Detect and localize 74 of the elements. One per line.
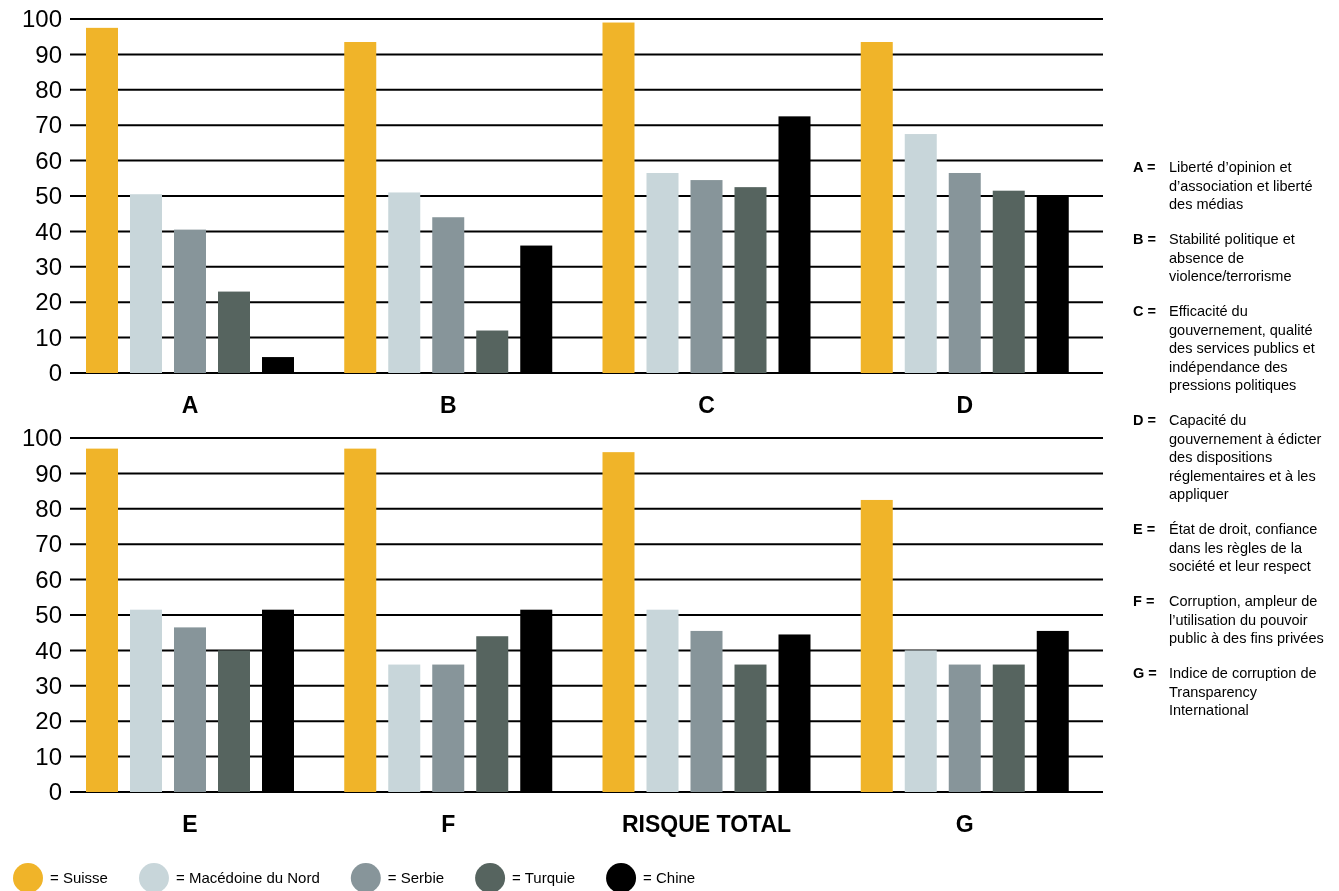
- legend-label: = Serbie: [387, 869, 445, 886]
- bar: [690, 180, 723, 373]
- x-tick-label: B: [439, 392, 457, 418]
- y-tick-label: 30: [35, 252, 62, 280]
- y-tick-label: 30: [35, 671, 62, 699]
- y-tick-label: 60: [35, 565, 62, 593]
- bar: [174, 627, 206, 792]
- bar: [130, 609, 162, 792]
- y-tick-label: 100: [21, 424, 62, 452]
- y-tick-label: 20: [35, 707, 62, 735]
- x-tick-label: G: [955, 811, 974, 837]
- bar: [734, 187, 767, 373]
- bar: [218, 291, 250, 373]
- y-tick-label: 80: [35, 75, 62, 103]
- y-tick-label: 80: [35, 494, 62, 522]
- bar: [646, 172, 679, 373]
- x-tick-label: E: [182, 811, 198, 837]
- bar: [344, 42, 377, 373]
- legend-label: = Macédoine du Nord: [175, 869, 320, 886]
- text: A = Liberté d’opinion et d’association et liberté des médias: [1133, 159, 1313, 212]
- y-tick-label: 50: [35, 601, 62, 629]
- bar: [904, 650, 937, 792]
- y-tick-label: 20: [35, 288, 62, 316]
- text: D = Capacité du gouvernement à édicter des dispositions réglementaires et à les appliquer: [1133, 412, 1322, 502]
- y-tick-label: 90: [35, 40, 62, 68]
- x-tick-label: RISQUE TOTAL: [621, 811, 792, 837]
- legend-label: = Chine: [643, 869, 696, 886]
- y-tick-label: 0: [48, 359, 62, 387]
- text: F = Corruption, ampleur de l’utilisation du pouvoir public à des fins privées: [1133, 593, 1324, 646]
- y-tick-label: 100: [21, 5, 62, 33]
- bar: [432, 217, 465, 373]
- bar: [476, 636, 509, 792]
- text: E = État de droit, confiance dans les règles de la société et leur respect: [1133, 521, 1318, 574]
- bar: [904, 134, 937, 373]
- bar: [388, 192, 421, 373]
- y-tick-label: 70: [35, 111, 62, 139]
- bar: [86, 27, 118, 373]
- y-tick-label: 50: [35, 182, 62, 210]
- y-tick-label: 70: [35, 530, 62, 558]
- x-tick-label: D: [956, 392, 974, 418]
- x-tick-label: F: [441, 811, 456, 837]
- y-tick-label: 10: [35, 742, 62, 770]
- bar: [476, 330, 509, 373]
- bar: [388, 664, 421, 792]
- bar: [992, 664, 1025, 792]
- bar: [218, 650, 250, 792]
- y-tick-label: 10: [35, 323, 62, 351]
- x-tick-label: A: [181, 392, 199, 418]
- bar: [602, 22, 635, 373]
- bar: [948, 172, 981, 373]
- y-tick-label: 90: [35, 459, 62, 487]
- bar: [860, 42, 893, 373]
- legend-label: = Suisse: [50, 869, 108, 886]
- y-tick-label: 40: [35, 636, 62, 664]
- bar: [948, 664, 981, 792]
- bar: [646, 609, 679, 792]
- bar: [734, 664, 767, 792]
- bar: [690, 630, 723, 792]
- bar: [432, 664, 465, 792]
- bar: [174, 229, 206, 373]
- bar: [344, 448, 377, 792]
- y-tick-label: 40: [35, 217, 62, 245]
- y-tick-label: 60: [35, 146, 62, 174]
- bar: [992, 190, 1025, 373]
- bar: [860, 499, 893, 792]
- x-tick-label: C: [698, 392, 715, 418]
- legend-label: = Turquie: [512, 869, 576, 886]
- text: G = Indice de corruption de Transparency International: [1133, 665, 1317, 718]
- y-tick-label: 0: [48, 778, 62, 806]
- bar: [86, 448, 118, 792]
- text: B = Stabilité politique et absence de violence/terrorisme: [1133, 231, 1295, 284]
- bar: [602, 452, 635, 792]
- text: C = Efficacité du gouvernement, qualité des services publics et indépendance des pressions politiques: [1133, 303, 1315, 393]
- bar: [130, 194, 162, 373]
